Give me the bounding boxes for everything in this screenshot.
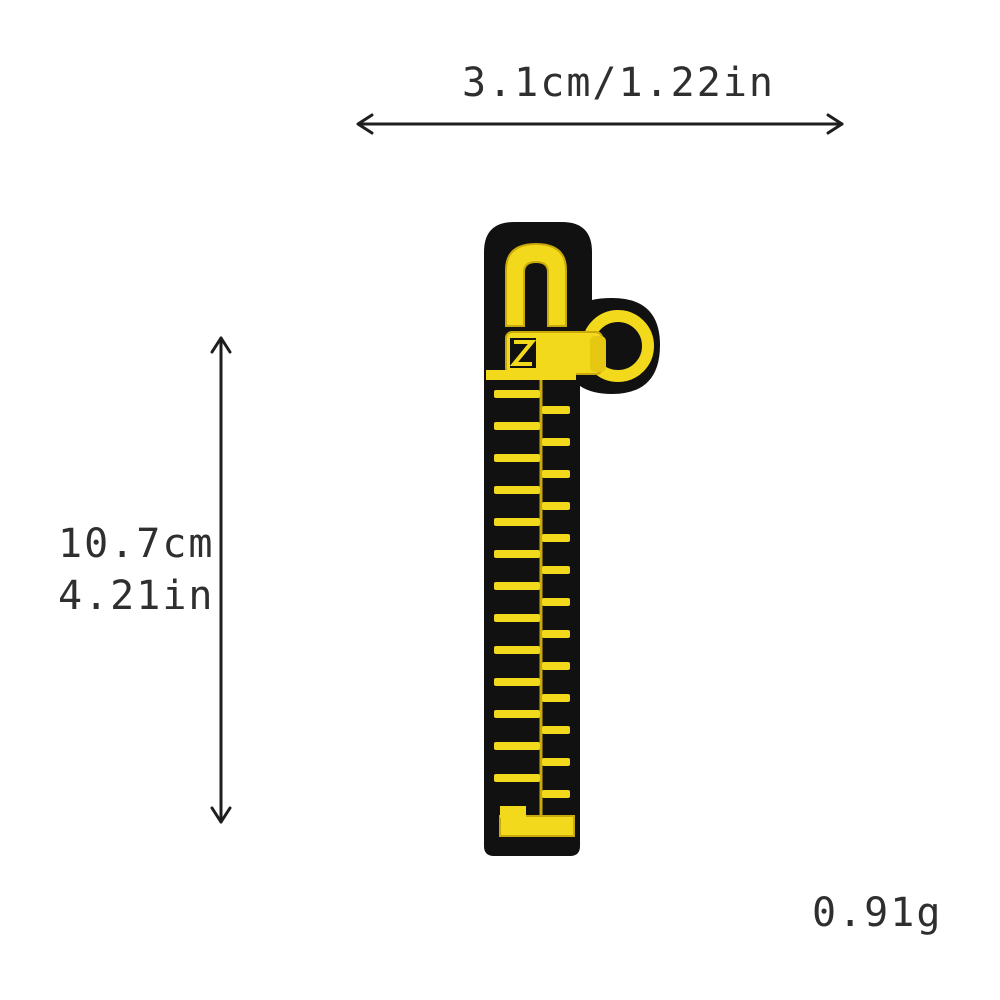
zipper-tooth (542, 534, 570, 542)
zipper-tooth (494, 614, 540, 622)
zipper-tooth (494, 582, 540, 590)
height-cm-label: 10.7cm (58, 521, 215, 567)
zipper-tooth (494, 550, 540, 558)
zipper-patch-icon (484, 222, 660, 856)
zipper-tooth (494, 486, 540, 494)
height-arrow-icon (210, 336, 232, 824)
zipper-tooth (542, 630, 570, 638)
height-in-label: 4.21in (58, 573, 215, 619)
zipper-tooth (542, 758, 570, 766)
zipper-tooth (542, 502, 570, 510)
zipper-tooth (494, 518, 540, 526)
zipper-tooth (494, 710, 540, 718)
zipper-tooth (494, 774, 540, 782)
zipper-tooth (542, 662, 570, 670)
zipper-tooth (542, 438, 570, 446)
zipper-tooth (542, 470, 570, 478)
zipper-tooth (494, 422, 540, 430)
zipper-tooth (542, 726, 570, 734)
zipper-tooth (494, 454, 540, 462)
zipper-tooth (542, 566, 570, 574)
zipper-tooth (494, 390, 540, 398)
zipper-tooth (542, 406, 570, 414)
weight-label: 0.91g (812, 890, 943, 936)
zipper-tooth (542, 598, 570, 606)
zipper-tooth (494, 646, 540, 654)
width-dimension-label: 3.1cm/1.22in (462, 60, 775, 106)
zipper-tooth (494, 742, 540, 750)
zipper-tooth (542, 694, 570, 702)
zipper-tooth (542, 790, 570, 798)
width-arrow-icon (356, 113, 844, 135)
zipper-tooth (494, 678, 540, 686)
height-dimension-label: 10.7cm 4.21in (58, 518, 215, 622)
